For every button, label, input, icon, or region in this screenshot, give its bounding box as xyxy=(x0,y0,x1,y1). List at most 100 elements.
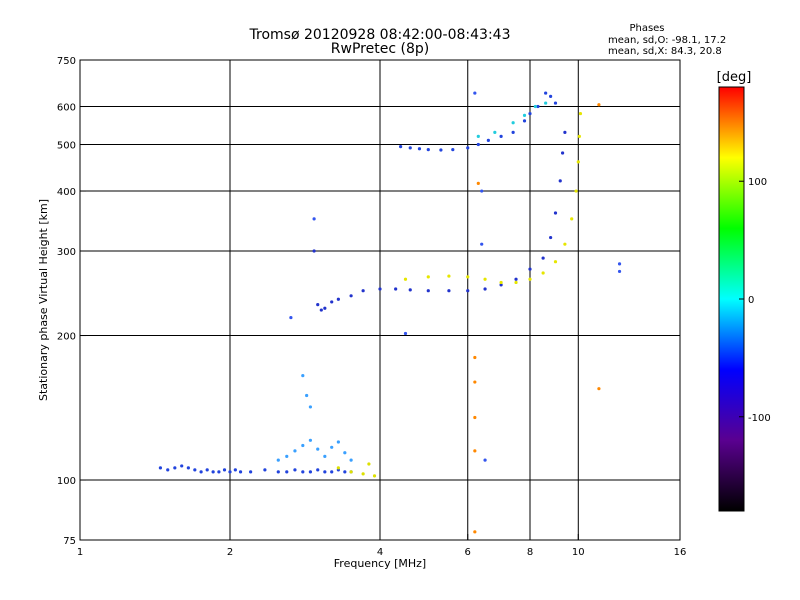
x-tick-label: 2 xyxy=(227,547,233,558)
chart-title: Tromsø 20120928 08:42:00-08:43:43 xyxy=(249,27,511,43)
data-point xyxy=(408,288,412,292)
data-point xyxy=(238,470,243,474)
data-point xyxy=(361,472,365,476)
y-axis-label: Stationary phase Virtual Height [km] xyxy=(37,199,50,401)
data-point xyxy=(544,101,548,105)
data-point xyxy=(417,147,422,151)
data-point xyxy=(285,454,289,459)
data-point xyxy=(330,470,334,474)
data-point xyxy=(473,449,477,453)
data-point xyxy=(316,468,320,472)
data-point xyxy=(439,148,443,152)
colorbar-ticks: 100 0 -100 xyxy=(739,177,771,424)
data-point xyxy=(336,440,340,444)
data-point xyxy=(447,289,451,293)
data-point xyxy=(228,470,232,474)
data-point xyxy=(511,130,515,134)
x-axis-label: Frequency [MHz] xyxy=(334,557,426,570)
data-point xyxy=(308,405,313,409)
data-point xyxy=(597,103,601,107)
data-point xyxy=(541,271,545,275)
data-point xyxy=(499,134,503,138)
data-point xyxy=(476,181,480,185)
y-tick-label: 300 xyxy=(57,247,76,258)
data-point xyxy=(305,393,309,398)
data-point xyxy=(211,470,215,474)
data-point xyxy=(549,235,553,240)
data-point xyxy=(173,466,177,470)
y-tick-label: 100 xyxy=(57,476,76,487)
data-point xyxy=(263,468,267,472)
data-point xyxy=(319,308,323,312)
x-tick-label: 8 xyxy=(527,547,533,558)
phase-mean-o: mean, sd,O: -98.1, 17.2 xyxy=(608,35,726,46)
data-point xyxy=(180,464,184,468)
data-point xyxy=(349,294,353,298)
data-point xyxy=(276,458,280,462)
data-point xyxy=(343,470,347,474)
data-point xyxy=(349,470,353,474)
data-point xyxy=(336,297,340,301)
y-tick-marks: 75 100 200 300 400 500 600 750 xyxy=(57,56,86,547)
data-point xyxy=(522,113,527,117)
data-point xyxy=(323,306,327,310)
data-point xyxy=(308,470,313,474)
data-point xyxy=(480,189,484,193)
data-point xyxy=(483,287,487,291)
data-point xyxy=(186,466,190,470)
data-point xyxy=(514,277,518,281)
x-tick-label: 6 xyxy=(465,547,471,558)
data-point xyxy=(499,283,503,287)
data-points xyxy=(158,91,622,534)
data-point xyxy=(158,466,163,470)
data-point xyxy=(553,101,558,105)
data-point xyxy=(408,146,412,150)
data-point xyxy=(399,145,403,149)
y-tick-label: 750 xyxy=(57,56,76,67)
data-point xyxy=(578,111,583,116)
data-point xyxy=(536,104,540,109)
data-point xyxy=(361,289,365,293)
data-point xyxy=(323,454,327,459)
data-point xyxy=(312,217,316,221)
data-point xyxy=(544,91,548,95)
data-point xyxy=(499,280,503,285)
x-tick-label: 4 xyxy=(377,547,383,558)
data-point xyxy=(426,147,430,152)
data-point xyxy=(563,130,567,134)
y-tick-label: 500 xyxy=(57,141,76,152)
data-point xyxy=(528,111,532,116)
colorbar-tick-label: -100 xyxy=(748,413,771,424)
data-point xyxy=(276,470,280,474)
data-point xyxy=(476,142,480,147)
data-point xyxy=(528,267,532,271)
data-point xyxy=(330,300,334,304)
data-point xyxy=(511,121,515,125)
data-point xyxy=(249,470,253,474)
data-point xyxy=(426,275,430,279)
data-point xyxy=(617,262,622,266)
data-point xyxy=(563,242,567,246)
data-point xyxy=(367,462,371,466)
data-point xyxy=(574,189,578,193)
data-point xyxy=(403,277,408,281)
data-point xyxy=(493,130,497,134)
data-point xyxy=(483,458,487,462)
data-point xyxy=(372,474,377,478)
data-point xyxy=(403,331,408,336)
data-point xyxy=(217,470,221,474)
data-point xyxy=(617,269,622,274)
data-point xyxy=(301,470,305,474)
data-point xyxy=(558,179,562,183)
data-point xyxy=(528,277,532,281)
data-point xyxy=(222,468,227,472)
grid-lines xyxy=(80,60,680,540)
data-point xyxy=(293,449,297,453)
data-point xyxy=(541,256,545,260)
data-point xyxy=(476,134,480,138)
data-point xyxy=(447,274,451,278)
data-point xyxy=(597,387,601,391)
data-point xyxy=(473,415,477,420)
plot-frame xyxy=(79,59,681,541)
data-point xyxy=(473,530,477,534)
